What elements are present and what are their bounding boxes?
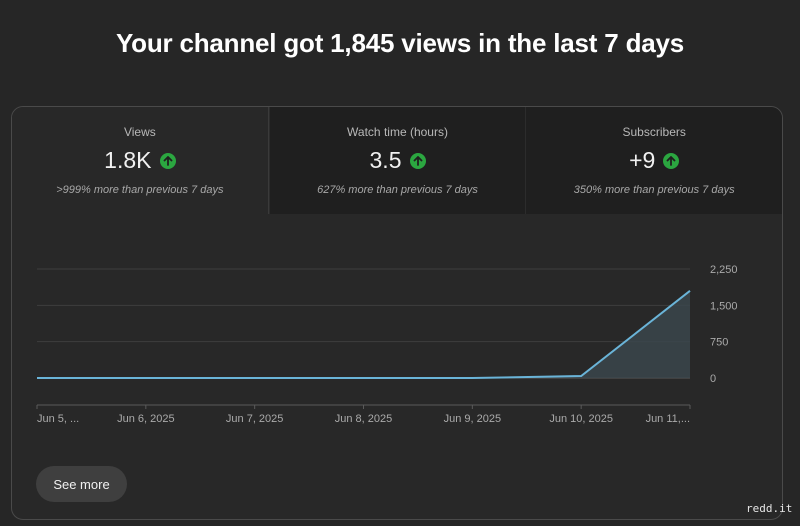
tab-views[interactable]: Views 1.8K >999% more than previous 7 da…	[12, 107, 269, 214]
arrow-up-icon	[159, 152, 176, 169]
y-tick-label: 1,500	[710, 300, 738, 312]
x-tick-label: Jun 10, 2025	[549, 413, 613, 425]
tab-value: +9	[629, 147, 656, 173]
tab-value: 3.5	[369, 147, 402, 173]
x-tick-label: Jun 5, ...	[37, 413, 79, 425]
tab-value: 1.8K	[104, 147, 152, 173]
arrow-up-icon	[409, 152, 426, 169]
analytics-card: Views 1.8K >999% more than previous 7 da…	[11, 106, 783, 520]
see-more-button[interactable]: See more	[36, 466, 127, 502]
series-line	[37, 290, 691, 379]
y-tick-label: 750	[710, 337, 728, 349]
tab-subscribers[interactable]: Subscribers +9 350% more than previous 7…	[525, 107, 782, 214]
y-tick-label: 2,250	[710, 264, 738, 276]
arrow-up-icon	[663, 152, 680, 169]
watermark: redd.it	[746, 502, 793, 515]
x-tick-label: Jun 9, 2025	[444, 413, 502, 425]
y-tick-label: 0	[710, 373, 716, 385]
x-tick-label: Jun 8, 2025	[335, 413, 393, 425]
tab-comparison: >999% more than previous 7 days	[56, 184, 224, 196]
tab-label: Watch time (hours)	[347, 125, 448, 139]
series-area	[37, 290, 690, 378]
tab-comparison: 350% more than previous 7 days	[573, 184, 735, 196]
page-title: Your channel got 1,845 views in the last…	[115, 28, 685, 58]
chart-svg: 2,250 1,500 750 0 Jun 5, ... Jun 6, 2025 Jun 7…	[36, 264, 738, 425]
x-tick-label: Jun 7, 2025	[226, 413, 284, 425]
x-tick-label: Jun 11,...	[646, 413, 690, 425]
metric-tabs: Views 1.8K >999% more than previous 7 da…	[12, 107, 782, 214]
x-tick-label: Jun 6, 2025	[117, 413, 175, 425]
tab-label: Subscribers	[622, 125, 686, 139]
tab-comparison: 627% more than previous 7 days	[317, 184, 478, 196]
views-chart: 2,250 1,500 750 0 Jun 5, ... Jun 6, 2025 Jun 7…	[12, 214, 782, 454]
tab-label: Views	[123, 125, 156, 139]
tab-watch-time[interactable]: Watch time (hours) 3.5 627% more than pr…	[268, 107, 526, 214]
